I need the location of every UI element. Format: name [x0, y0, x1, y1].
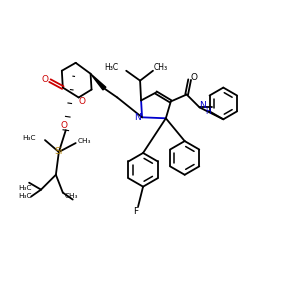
Text: O: O [41, 75, 49, 84]
Text: H₃C: H₃C [22, 135, 36, 141]
Text: H₃C: H₃C [19, 184, 32, 190]
Text: N: N [134, 113, 140, 122]
Text: CH₃: CH₃ [65, 193, 79, 199]
Text: H₃C: H₃C [104, 63, 118, 72]
Text: O: O [78, 97, 85, 106]
Text: O: O [190, 73, 197, 82]
Text: O: O [60, 121, 67, 130]
Polygon shape [91, 74, 106, 90]
Text: CH₃: CH₃ [78, 138, 92, 144]
Text: H₃C: H₃C [19, 193, 32, 199]
Text: CH₃: CH₃ [154, 63, 168, 72]
Text: N: N [199, 101, 206, 110]
Text: F: F [134, 207, 139, 216]
Text: H: H [206, 107, 211, 116]
Text: Si: Si [55, 148, 63, 157]
